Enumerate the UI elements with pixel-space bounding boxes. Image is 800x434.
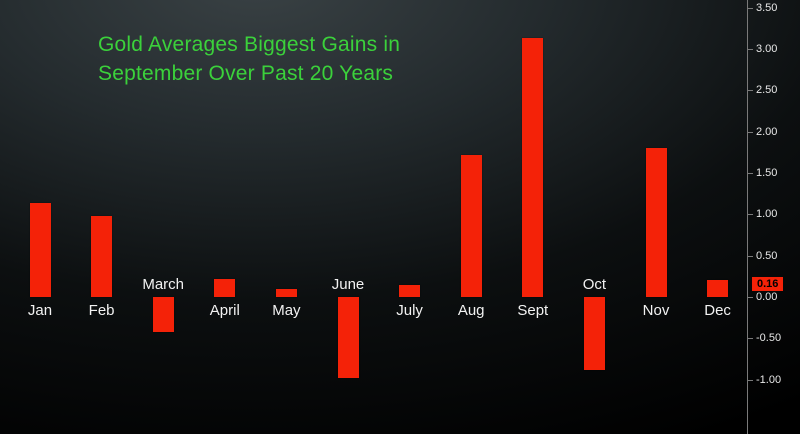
y-axis-tick: [748, 338, 753, 340]
bar-oct: [583, 297, 605, 370]
y-axis-tick-label: 3.50: [756, 1, 778, 14]
last-value-badge: 0.16: [752, 276, 784, 291]
y-axis-tick: [748, 48, 753, 50]
y-axis-tick: [748, 255, 753, 257]
y-axis-tick: [748, 7, 753, 9]
bar-may: [275, 288, 297, 297]
y-axis-tick-label: 1.00: [756, 208, 778, 221]
bar-july: [399, 284, 421, 297]
y-axis-tick-label: 0.00: [756, 291, 778, 303]
month-label-april: April: [209, 302, 240, 319]
bar-nov: [645, 148, 667, 297]
bar-april: [214, 278, 236, 297]
y-axis-tick: [748, 214, 753, 216]
y-axis-tick-label: 3.00: [756, 42, 778, 55]
month-label-nov: Nov: [642, 302, 670, 319]
bar-june: [337, 297, 359, 379]
y-axis-line: [747, 0, 748, 434]
bar-aug: [460, 154, 482, 297]
month-label-dec: Dec: [704, 302, 731, 319]
y-axis-tick: [748, 131, 753, 133]
y-axis-tick: [748, 172, 753, 174]
bar-jan: [29, 202, 51, 297]
month-label-sept: Sept: [517, 302, 549, 319]
bar-dec: [707, 280, 729, 297]
y-axis-tick-label: 1.50: [756, 166, 778, 179]
month-label-july: July: [396, 302, 423, 319]
bar-feb: [91, 215, 113, 297]
bar-march: [152, 297, 174, 332]
month-label-june: June: [331, 276, 365, 293]
y-axis-tick-label: 2.50: [756, 84, 778, 97]
month-label-jan: Jan: [27, 302, 53, 319]
chart-title: Gold Averages Biggest Gains in September…: [98, 30, 400, 88]
y-axis-tick-label: -0.50: [756, 332, 782, 345]
month-label-feb: Feb: [88, 302, 115, 319]
y-axis-tick: [748, 90, 753, 92]
y-axis-tick: [748, 297, 753, 298]
y-axis-tick-label: 0.50: [756, 249, 778, 262]
month-label-may: May: [272, 302, 301, 319]
y-axis-tick: [748, 379, 753, 381]
chart-title-line1: Gold Averages Biggest Gains in: [98, 33, 401, 56]
month-label-march: March: [142, 276, 185, 293]
y-axis-tick-label: 2.00: [756, 125, 778, 138]
bar-sept: [522, 38, 544, 297]
month-label-aug: Aug: [457, 302, 485, 319]
y-axis-tick-label: -1.00: [756, 373, 782, 386]
chart-title-line2: September Over Past 20 Years: [98, 62, 394, 85]
month-label-oct: Oct: [582, 276, 607, 293]
